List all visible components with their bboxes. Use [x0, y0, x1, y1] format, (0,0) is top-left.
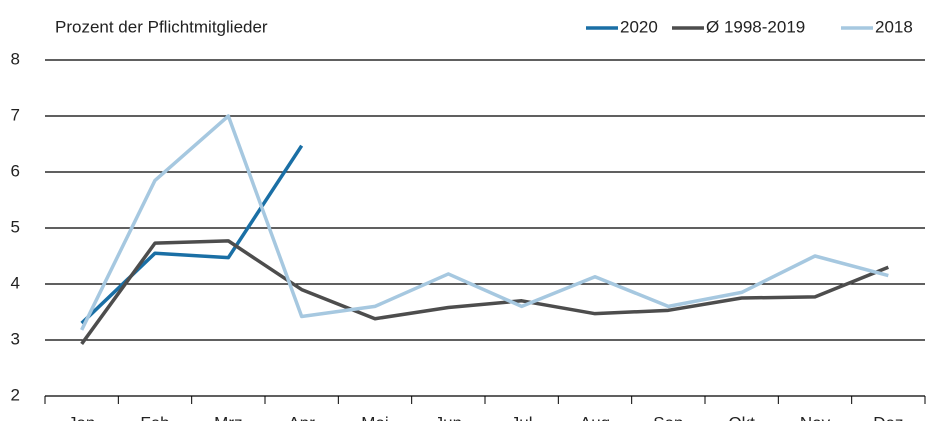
x-tick-label: Dez [873, 413, 903, 421]
legend-label: 2018 [875, 17, 913, 36]
y-tick-label: 3 [11, 329, 20, 348]
x-tick-label: Feb [140, 413, 169, 421]
legend-label: 2020 [620, 17, 658, 36]
line-series [80, 239, 889, 345]
line-series [80, 144, 304, 325]
x-tick-label: Jan [68, 413, 95, 421]
x-tick-label: Mrz [214, 413, 242, 421]
line-series [80, 114, 889, 331]
x-tick-label: Jul [511, 413, 533, 421]
y-tick-label: 8 [11, 49, 20, 68]
x-tick-label: Mai [361, 413, 388, 421]
y-tick-label: 7 [11, 105, 20, 124]
x-tick-label: Nov [800, 413, 831, 421]
y-tick-label: 5 [11, 217, 20, 236]
x-tick-label: Aug [580, 413, 610, 421]
x-tick-label: Jun [435, 413, 462, 421]
y-tick-label: 2 [11, 385, 20, 404]
legend-label: Ø 1998-2019 [706, 17, 805, 36]
x-tick-label: Sep [653, 413, 683, 421]
x-tick-label: Okt [728, 413, 755, 421]
x-tick-label: Apr [288, 413, 315, 421]
y-tick-label: 4 [11, 273, 20, 292]
y-tick-label: 6 [11, 161, 20, 180]
chart-title: Prozent der Pflichtmitglieder [55, 17, 268, 36]
